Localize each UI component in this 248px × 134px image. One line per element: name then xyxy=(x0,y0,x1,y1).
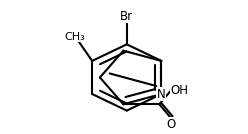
Text: N: N xyxy=(157,88,166,100)
Text: N: N xyxy=(157,88,166,100)
Text: OH: OH xyxy=(171,84,189,97)
Text: Br: Br xyxy=(120,10,133,23)
Text: CH₃: CH₃ xyxy=(65,31,86,42)
Text: O: O xyxy=(166,118,175,131)
